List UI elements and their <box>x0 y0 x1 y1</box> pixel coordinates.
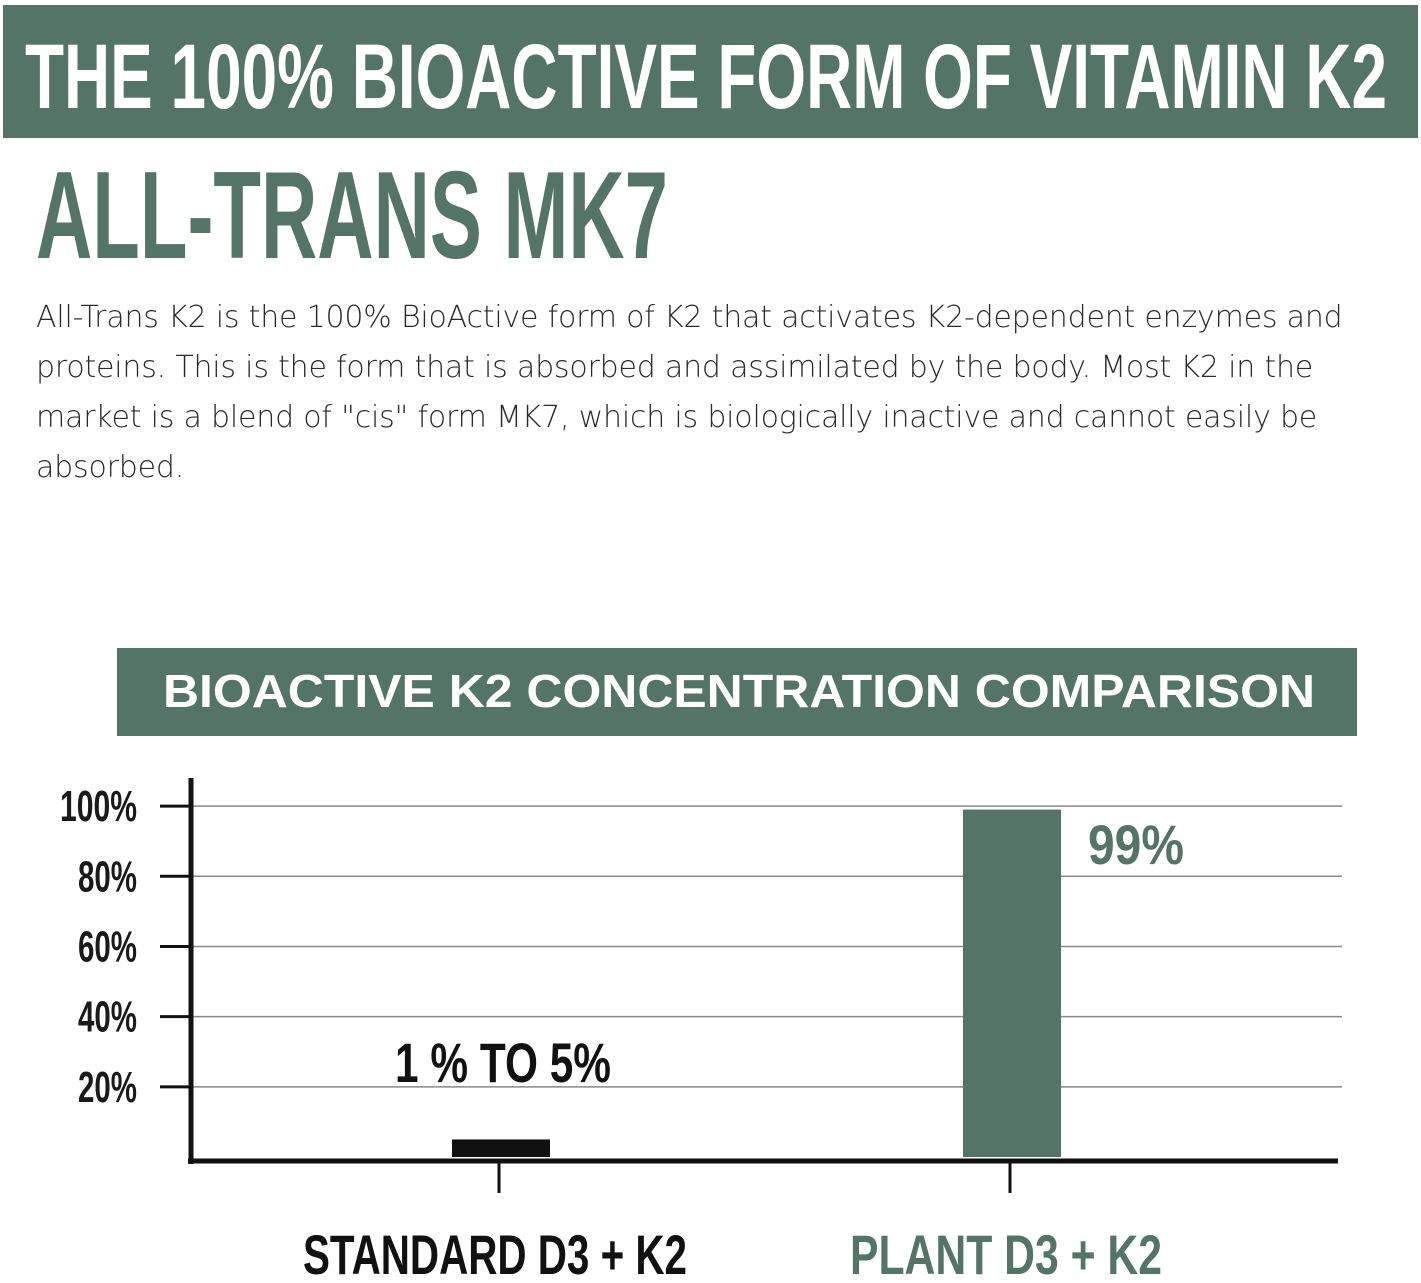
bar <box>452 1139 550 1157</box>
y-tick-label: 80% <box>78 852 137 901</box>
y-tick-label: 60% <box>78 922 137 971</box>
y-tick-label: 20% <box>78 1063 137 1112</box>
header-banner <box>3 5 1418 138</box>
value-label: 99% <box>1088 813 1184 876</box>
y-tick-label: 40% <box>78 993 137 1042</box>
bar <box>963 809 1061 1157</box>
value-label: 1 % TO 5% <box>395 1031 611 1094</box>
chart-title-banner <box>117 648 1357 736</box>
x-tick-label: PLANT D3 + K2 <box>850 1223 1162 1283</box>
y-tick-label: 100% <box>60 782 137 831</box>
chart-title: BIOACTIVE K2 CONCENTRATION COMPARISON <box>163 665 1315 717</box>
x-tick-label: STANDARD D3 + K2 <box>303 1223 687 1283</box>
header-title: THE 100% BIOACTIVE FORM OF VITAMIN K2 <box>25 26 1387 128</box>
subtitle: ALL-TRANS MK7 <box>36 147 668 285</box>
description: All-Trans K2 is the 100% BioActive form … <box>36 300 1343 485</box>
